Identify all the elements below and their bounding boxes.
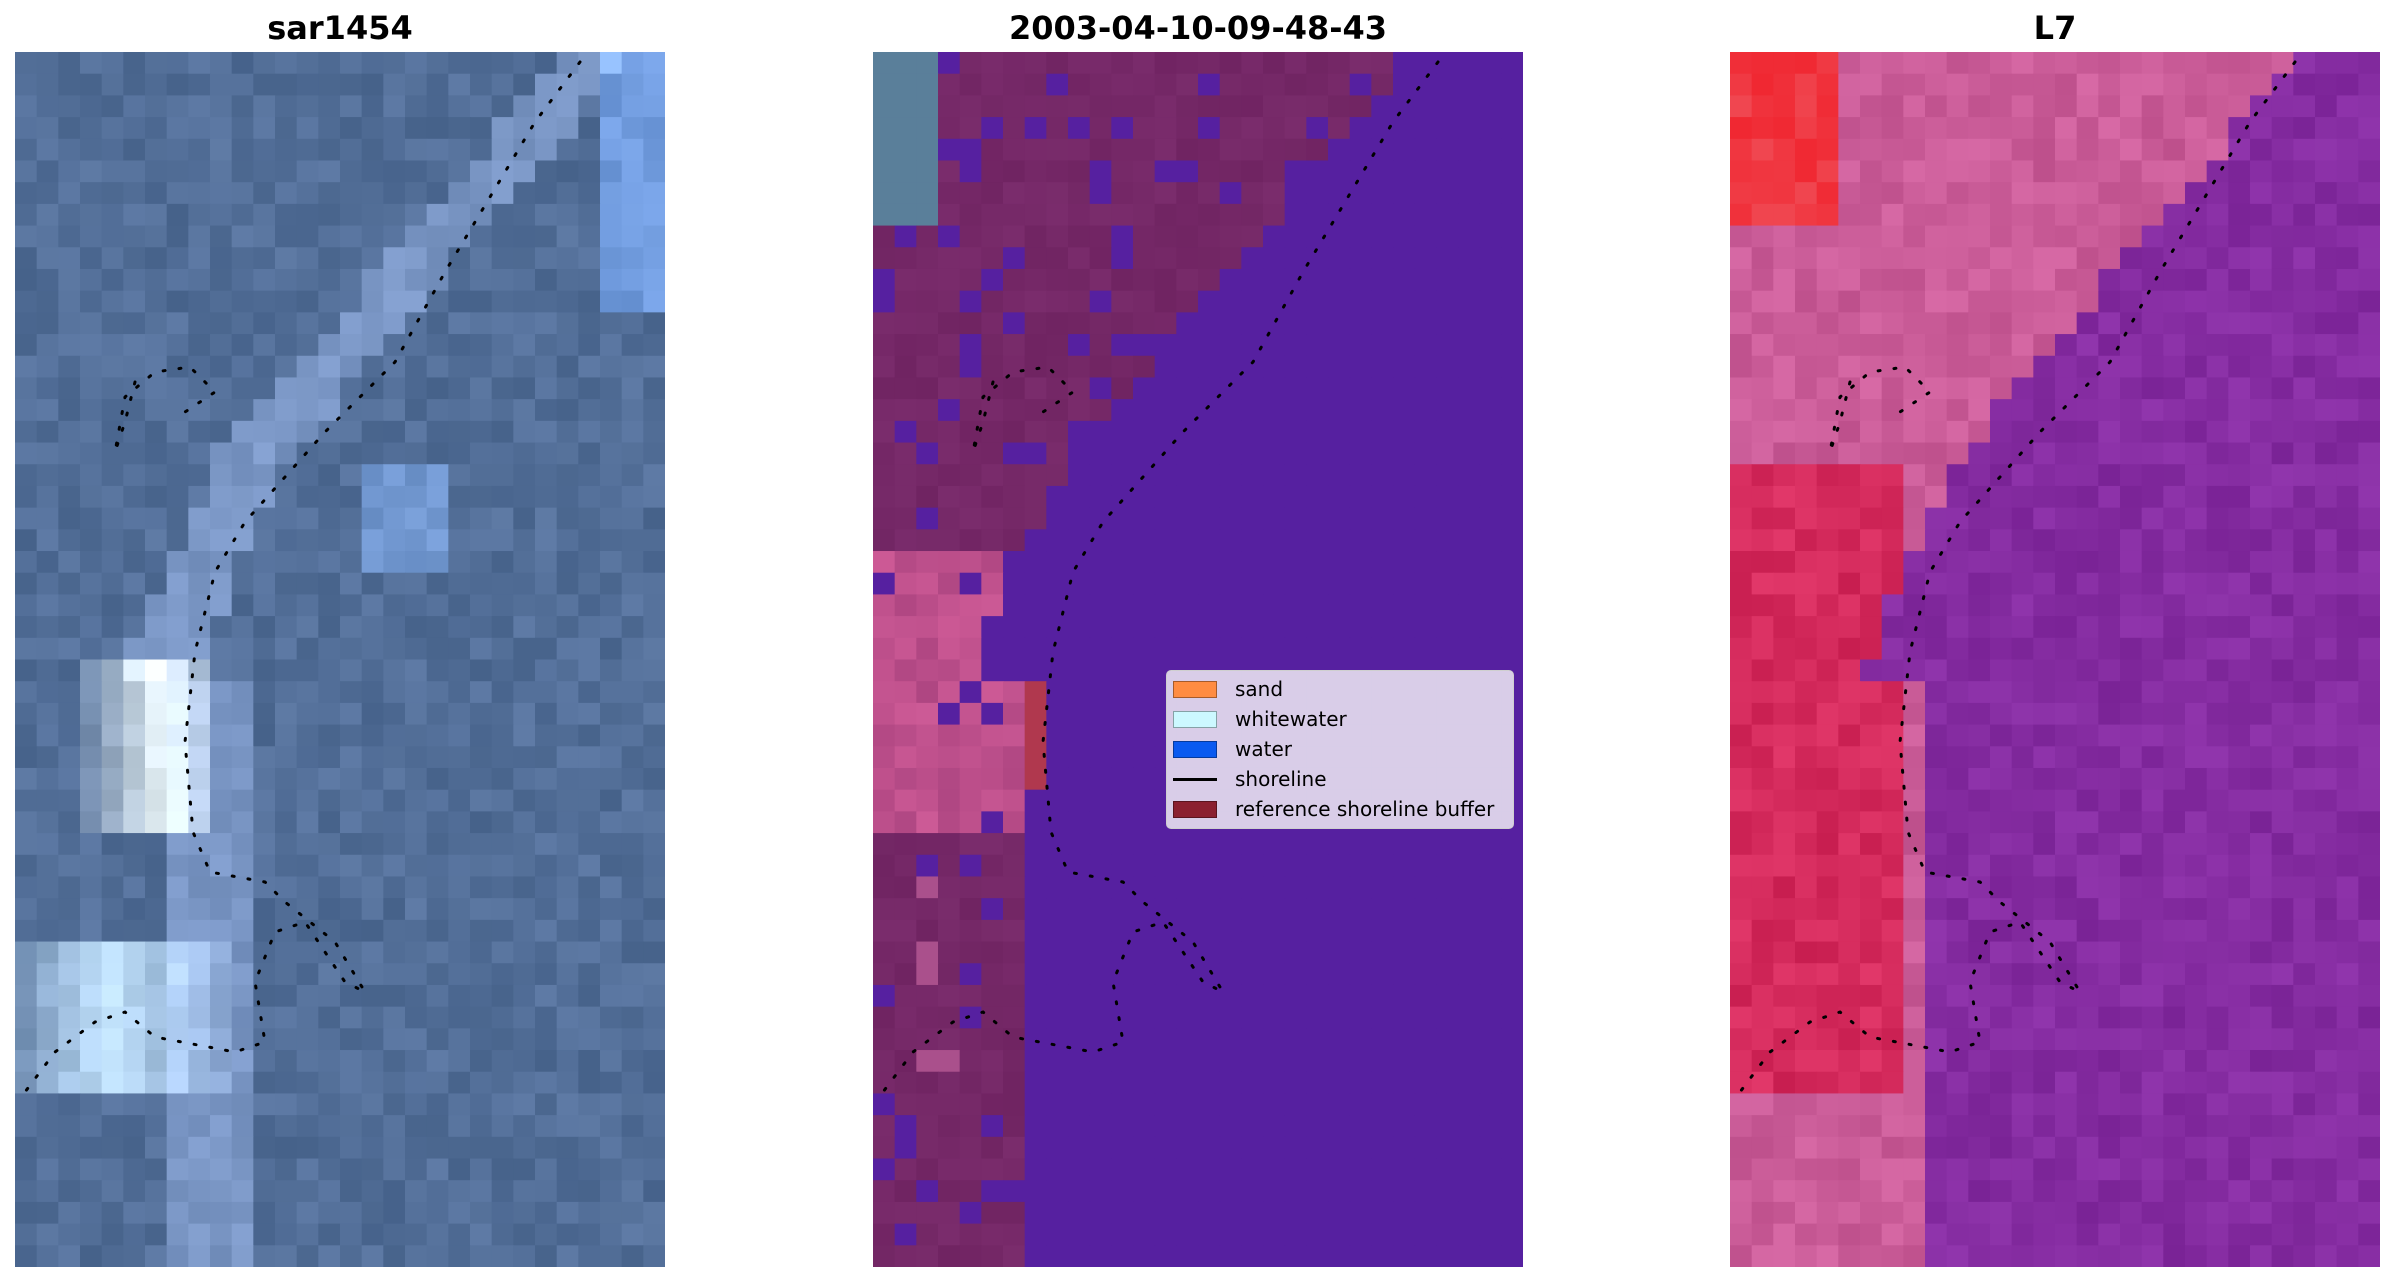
- legend: sand whitewater water shoreline referenc…: [1166, 670, 1514, 829]
- panel-classification: 2003-04-10-09-48-43: [873, 0, 1523, 1283]
- legend-item-sand: sand: [1173, 674, 1283, 704]
- panel-sar: sar1454: [15, 0, 665, 1283]
- legend-item-water: water: [1173, 734, 1292, 764]
- l7-image: [1730, 52, 2380, 1267]
- legend-line-shoreline: [1173, 777, 1217, 781]
- legend-label: reference shoreline buffer: [1235, 797, 1495, 821]
- legend-swatch-reference-buffer: [1173, 800, 1217, 818]
- legend-label: water: [1235, 737, 1292, 761]
- shoreline-dots: [1738, 60, 2297, 1094]
- panel-l7: L7: [1730, 0, 2380, 1283]
- legend-item-shoreline: shoreline: [1173, 764, 1327, 794]
- panel-title-date: 2003-04-10-09-48-43: [1008, 9, 1388, 47]
- shoreline-dots: [23, 60, 582, 1094]
- legend-swatch-water: [1173, 740, 1217, 758]
- sar-pixel-grid: [15, 52, 665, 1267]
- panel-title-l7: L7: [2033, 9, 2077, 47]
- legend-label: sand: [1235, 677, 1284, 701]
- legend-item-reference-buffer: reference shoreline buffer: [1173, 794, 1494, 824]
- legend-swatch-sand: [1173, 680, 1217, 698]
- legend-item-whitewater: whitewater: [1173, 704, 1347, 734]
- legend-label: shoreline: [1235, 767, 1327, 791]
- shoreline-dots: [881, 60, 1440, 1094]
- classification-image: [873, 52, 1523, 1267]
- sar-image: [15, 52, 665, 1267]
- class-pixel-grid: [873, 52, 1523, 1267]
- legend-label: whitewater: [1235, 707, 1347, 731]
- l7-pixel-grid: [1730, 52, 2380, 1267]
- panel-title-sar: sar1454: [267, 9, 413, 47]
- legend-swatch-whitewater: [1173, 710, 1217, 728]
